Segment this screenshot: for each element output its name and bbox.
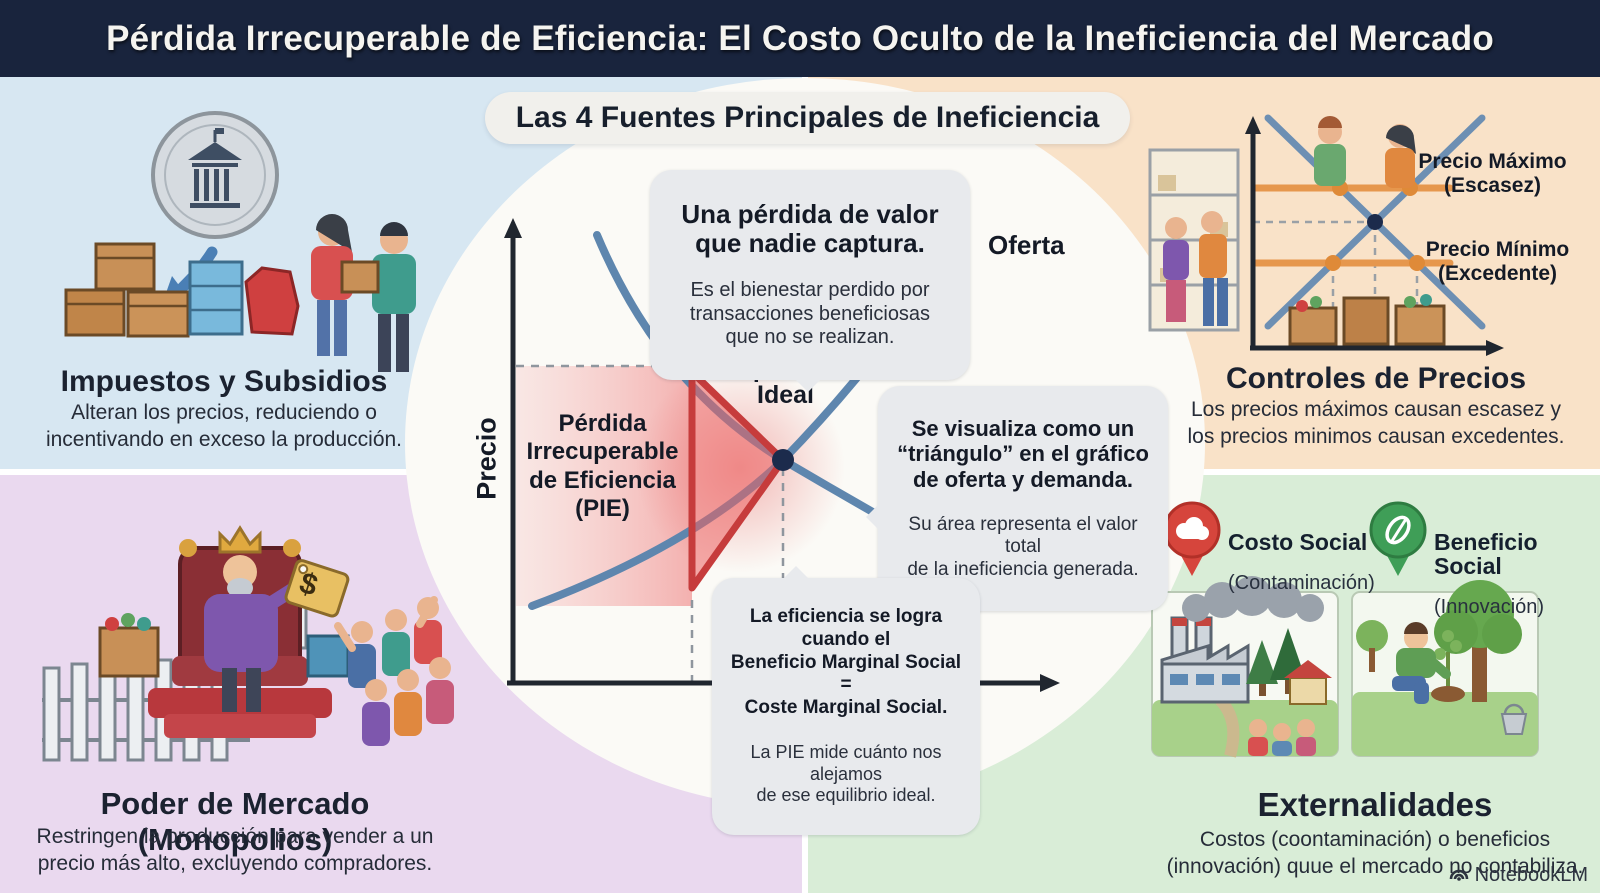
goods-boxes — [64, 242, 300, 338]
cost-pin-label-sub: (Contaminación) — [1228, 572, 1375, 595]
price-controls-illustration — [1148, 114, 1504, 356]
mini-x-arrow — [1486, 340, 1504, 356]
government-coin-icon — [151, 111, 279, 239]
exchanged-box — [340, 260, 380, 294]
smoke-cloud — [1182, 576, 1324, 622]
notebooklm-icon — [1449, 869, 1468, 881]
cost-pin-icon — [1163, 501, 1221, 576]
callout-triangle: Se visualiza como un “triángulo” en el g… — [866, 386, 1168, 612]
monopoly-body: Restringen la producción para vender a u… — [36, 825, 434, 875]
pollution-panel — [1151, 576, 1339, 758]
people-exchanging-box — [311, 214, 416, 372]
surplus-boxes — [1288, 294, 1446, 346]
supply-label: Oferta — [988, 230, 1065, 260]
mini-equilibrium-point — [1367, 214, 1383, 230]
monopoly-illustration — [42, 525, 454, 762]
watermark-text: NotebookLM — [1474, 864, 1588, 886]
taxes-body: Alteran los precios, reduciendo o incent… — [45, 401, 403, 451]
y-axis-arrow — [504, 218, 522, 238]
x-axis-arrow — [1040, 674, 1060, 692]
title-banner: Pérdida Irrecuperable de Eficiencia: El … — [0, 0, 1600, 77]
deadweight-area-label: Pérdida Irrecuperable de Eficiencia (PIE… — [526, 410, 679, 522]
cost-pin-label-main: Costo Social — [1228, 529, 1368, 555]
callout-triangle-body: Su área representa el valor total de la … — [907, 513, 1139, 580]
monopoly-title: Poder de Mercado (Monopolios) — [100, 786, 370, 857]
benefit-pin-label-sub: (Innovación) — [1434, 596, 1545, 619]
shortage-people — [1314, 116, 1416, 188]
subtitle-text: Las 4 Fuentes Principales de Ineficienci… — [515, 101, 1100, 134]
externalities-body: Costos (coontaminación) o beneficios (in… — [1166, 828, 1584, 878]
deadweight-triangle — [688, 368, 787, 592]
excluded-crowd — [334, 596, 454, 746]
price-controls-body: Los precios máximos causan escasez y los… — [1187, 398, 1565, 448]
taxes-illustration — [64, 111, 416, 372]
restricted-goods — [98, 613, 350, 678]
page-title: Pérdida Irrecuperable de Eficiencia: El … — [106, 18, 1494, 58]
price-floor-label: Precio Mínimo (Excedente) — [1425, 238, 1570, 286]
callout-value-lost-head: Una pérdida de valor que nadie captura. — [681, 199, 939, 258]
subtitle-pill: Las 4 Fuentes Principales de Ineficienci… — [485, 92, 1130, 144]
externalities-title: Externalidades — [1257, 786, 1493, 823]
price-controls-title: Controles de Precios — [1225, 362, 1527, 395]
crown-icon — [218, 525, 262, 554]
benefit-pin-icon — [1369, 501, 1427, 576]
store-shelf — [1148, 148, 1240, 332]
deadweight-loss-chart — [504, 218, 1060, 692]
externalities-illustration — [1151, 501, 1539, 758]
red-bag — [244, 266, 300, 336]
benefit-pin-label: Beneficio Social (Innovación) — [1434, 512, 1600, 637]
cost-pin-label: Costo Social (Contaminación) — [1228, 512, 1398, 613]
throne-step — [164, 714, 316, 738]
callout-efficiency-body: La PIE mide cuánto nos alejamos de ese e… — [750, 741, 942, 806]
mini-y-arrow — [1245, 116, 1261, 134]
callout-triangle-head: Se visualiza como un “triángulo” en el g… — [897, 416, 1149, 492]
price-tag-icon — [284, 559, 350, 618]
benefit-pin-label-main: Beneficio Social — [1434, 529, 1538, 580]
equilibrium-point — [772, 449, 794, 471]
callout-efficiency-head: La eficiencia se logra cuando el Benefic… — [730, 606, 962, 719]
taxes-title: Impuestos y Subsidios — [60, 365, 388, 398]
y-axis-label: Precio — [471, 417, 502, 500]
tree-planting-panel — [1351, 580, 1539, 757]
throne-platform — [148, 688, 332, 718]
callout-value-lost: Una pérdida de valor que nadie captura. … — [650, 170, 970, 392]
watermark: NotebookLM — [1448, 864, 1588, 887]
price-ceiling-label: Precio Máximo (Escasez) — [1418, 150, 1567, 198]
callout-efficiency: La eficiencia se logra cuando el Benefic… — [712, 566, 980, 835]
callout-value-lost-body: Es el bienestar perdido por transaccione… — [689, 279, 931, 349]
